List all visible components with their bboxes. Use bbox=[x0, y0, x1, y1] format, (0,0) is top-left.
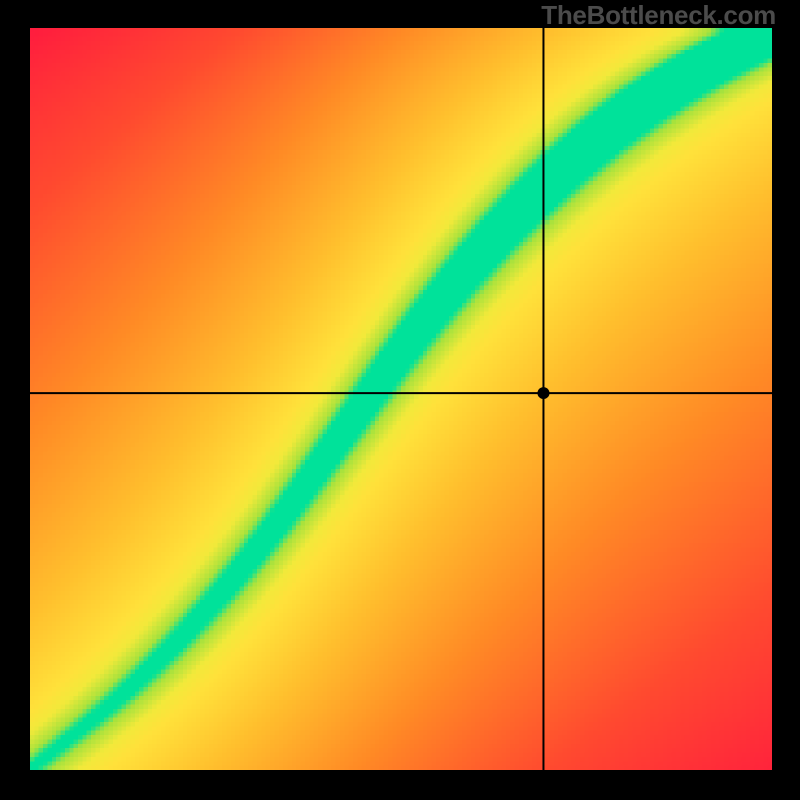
chart-container: TheBottleneck.com bbox=[0, 0, 800, 800]
watermark-text: TheBottleneck.com bbox=[541, 0, 776, 31]
bottleneck-heatmap bbox=[30, 28, 772, 770]
